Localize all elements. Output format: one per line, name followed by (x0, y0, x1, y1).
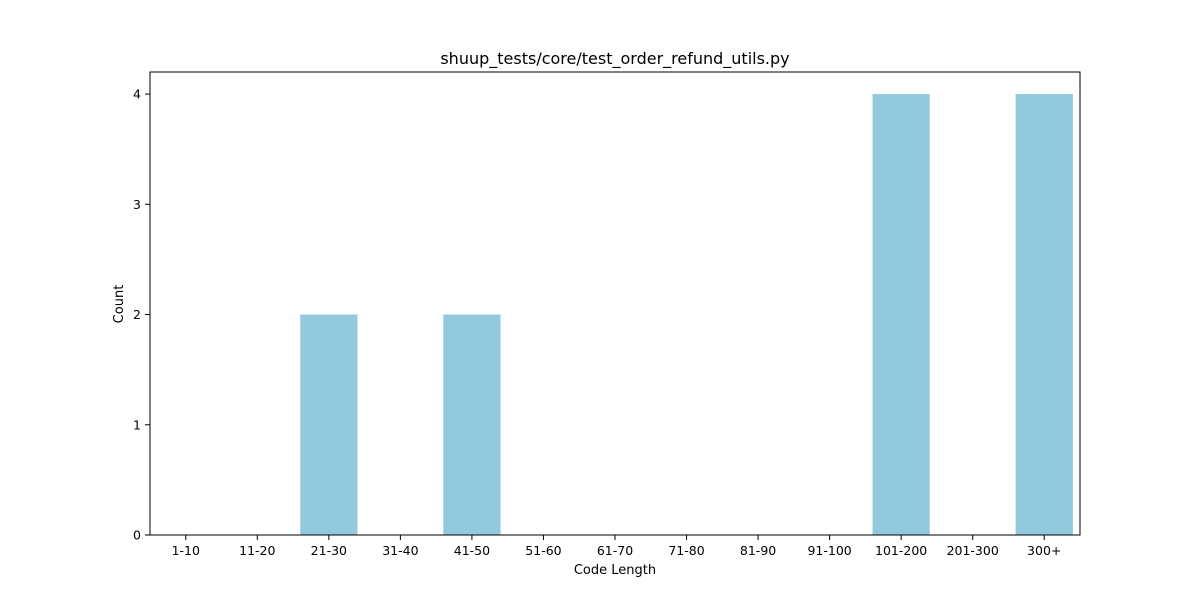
x-tick-label: 300+ (1027, 543, 1061, 558)
x-tick-label: 71-80 (668, 543, 704, 558)
x-tick-label: 31-40 (382, 543, 418, 558)
bar-300+ (1015, 94, 1073, 536)
x-axis-label: Code Length (574, 563, 656, 578)
bars-layer (300, 94, 1073, 536)
y-tick-label: 2 (133, 307, 141, 322)
x-axis-ticks: 1-10 11-20 21-30 31-40 41-50 51-60 61-70 71-80 8… (172, 535, 1061, 558)
y-axis-ticks: 0 1 2 3 4 (133, 87, 150, 543)
y-tick-label: 4 (133, 87, 141, 102)
y-tick-label: 0 (133, 528, 141, 543)
y-tick-label: 1 (133, 417, 141, 432)
bar-21-30 (300, 314, 358, 535)
x-tick-label: 1-10 (172, 543, 200, 558)
x-tick-label: 81-90 (740, 543, 776, 558)
y-axis-label: Count (112, 285, 127, 324)
x-tick-label: 101-200 (875, 543, 927, 558)
bar-101-200 (872, 94, 930, 536)
chart-title: shuup_tests/core/test_order_refund_utils… (440, 49, 789, 69)
bar-41-50 (443, 314, 501, 535)
x-tick-label: 91-100 (807, 543, 851, 558)
x-tick-label: 11-20 (239, 543, 275, 558)
x-tick-label: 21-30 (311, 543, 347, 558)
x-tick-label: 41-50 (454, 543, 490, 558)
x-tick-label: 61-70 (597, 543, 633, 558)
y-tick-label: 3 (133, 197, 141, 212)
x-tick-label: 201-300 (947, 543, 999, 558)
x-tick-label: 51-60 (525, 543, 561, 558)
